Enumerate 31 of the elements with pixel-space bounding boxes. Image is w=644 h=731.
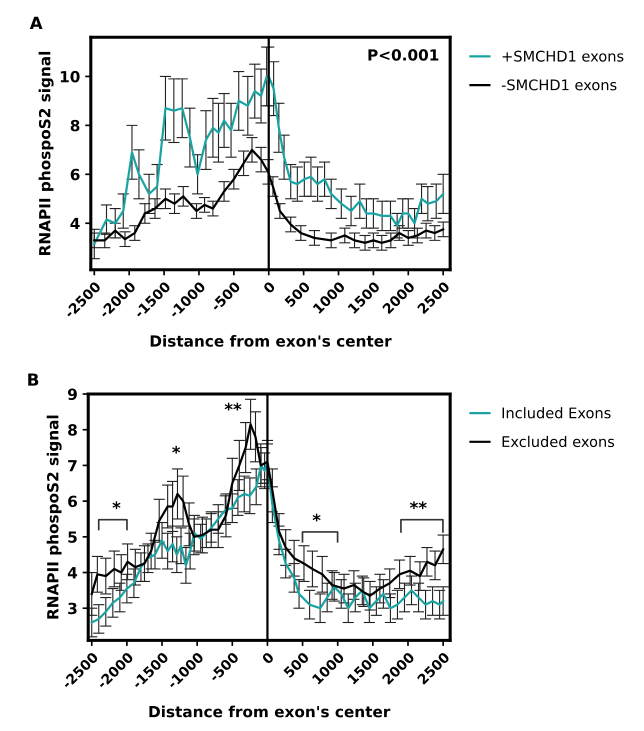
y-tick-label: 4: [70, 218, 80, 230]
annotation: *: [112, 501, 120, 510]
y-tick-label: 6: [70, 168, 80, 180]
line-series: [93, 75, 444, 246]
chart-title: B: [28, 374, 38, 386]
x-tick-label: 0: [262, 280, 276, 294]
y-tick-label: 9: [68, 388, 77, 400]
annotation: **: [410, 501, 427, 510]
y-axis-title: RNAPII phospoS2 signal: [38, 52, 54, 255]
x-axis-title: Distance from exon's center: [149, 706, 390, 718]
y-tick-label: 7: [68, 460, 77, 472]
legend-label: Included Exons: [502, 407, 611, 418]
y-tick-label: 10: [60, 70, 80, 82]
legend-label: -SMCHD1 exons: [502, 79, 616, 90]
legend-label: Excluded exons: [502, 436, 614, 448]
y-tick-label: 4: [68, 567, 78, 578]
annotation: *: [312, 514, 321, 522]
y-tick-label: 8: [68, 424, 77, 436]
annotation: **: [224, 402, 242, 411]
y-tick-label: 3: [68, 602, 77, 614]
legend-label: +SMCHD1 exons: [502, 50, 624, 62]
x-tick-label: 0: [261, 651, 275, 665]
y-tick-label: 6: [68, 496, 77, 508]
annotation: P<0.001: [368, 49, 438, 61]
y-axis-title: RNAPII phospoS2 signal: [46, 416, 62, 619]
line-series: [90, 460, 444, 624]
y-tick-label: 8: [70, 120, 80, 132]
x-axis-title: Distance from exon's center: [150, 334, 392, 347]
y-tick-label: 5: [68, 531, 77, 543]
annotation: *: [172, 446, 180, 454]
chart-title: A: [30, 16, 43, 29]
